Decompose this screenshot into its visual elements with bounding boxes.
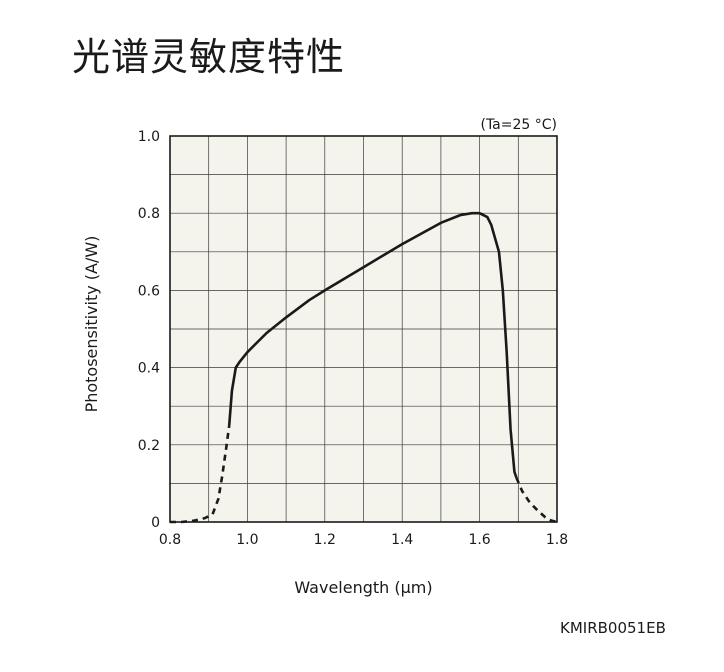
x-tick-label: 1.4 — [391, 532, 413, 548]
series-line-dashed-2 — [515, 477, 558, 524]
x-tick-label: 1.2 — [314, 532, 336, 548]
page-title: 光谱灵敏度特性 — [72, 35, 346, 79]
x-tick-label: 1.8 — [546, 532, 568, 548]
y-tick-label: 0.8 — [138, 206, 160, 222]
temperature-annotation: (Ta=25 °C) — [480, 117, 557, 133]
figure-code: KMIRB0051EB — [560, 619, 666, 637]
x-tick-label: 1.6 — [468, 532, 490, 548]
y-tick-label: 0 — [151, 515, 160, 531]
y-tick-label: 0.2 — [138, 438, 160, 454]
y-tick-label: 1.0 — [138, 129, 160, 145]
x-tick-label: 1.0 — [236, 532, 258, 548]
y-tick-label: 0.6 — [138, 283, 160, 299]
x-axis-label: Wavelength (μm) — [294, 578, 432, 597]
x-tick-labels: 0.8 1.0 1.2 1.4 1.6 1.8 — [159, 532, 568, 548]
plot-frame — [169, 135, 558, 523]
y-axis-label: Photosensitivity (A/W) — [82, 236, 101, 413]
y-tick-labels: 0 0.2 0.4 0.6 0.8 1.0 — [138, 129, 160, 531]
x-tick-label: 0.8 — [159, 532, 181, 548]
series-line-solid-1 — [227, 211, 518, 479]
y-tick-label: 0.4 — [138, 361, 160, 377]
